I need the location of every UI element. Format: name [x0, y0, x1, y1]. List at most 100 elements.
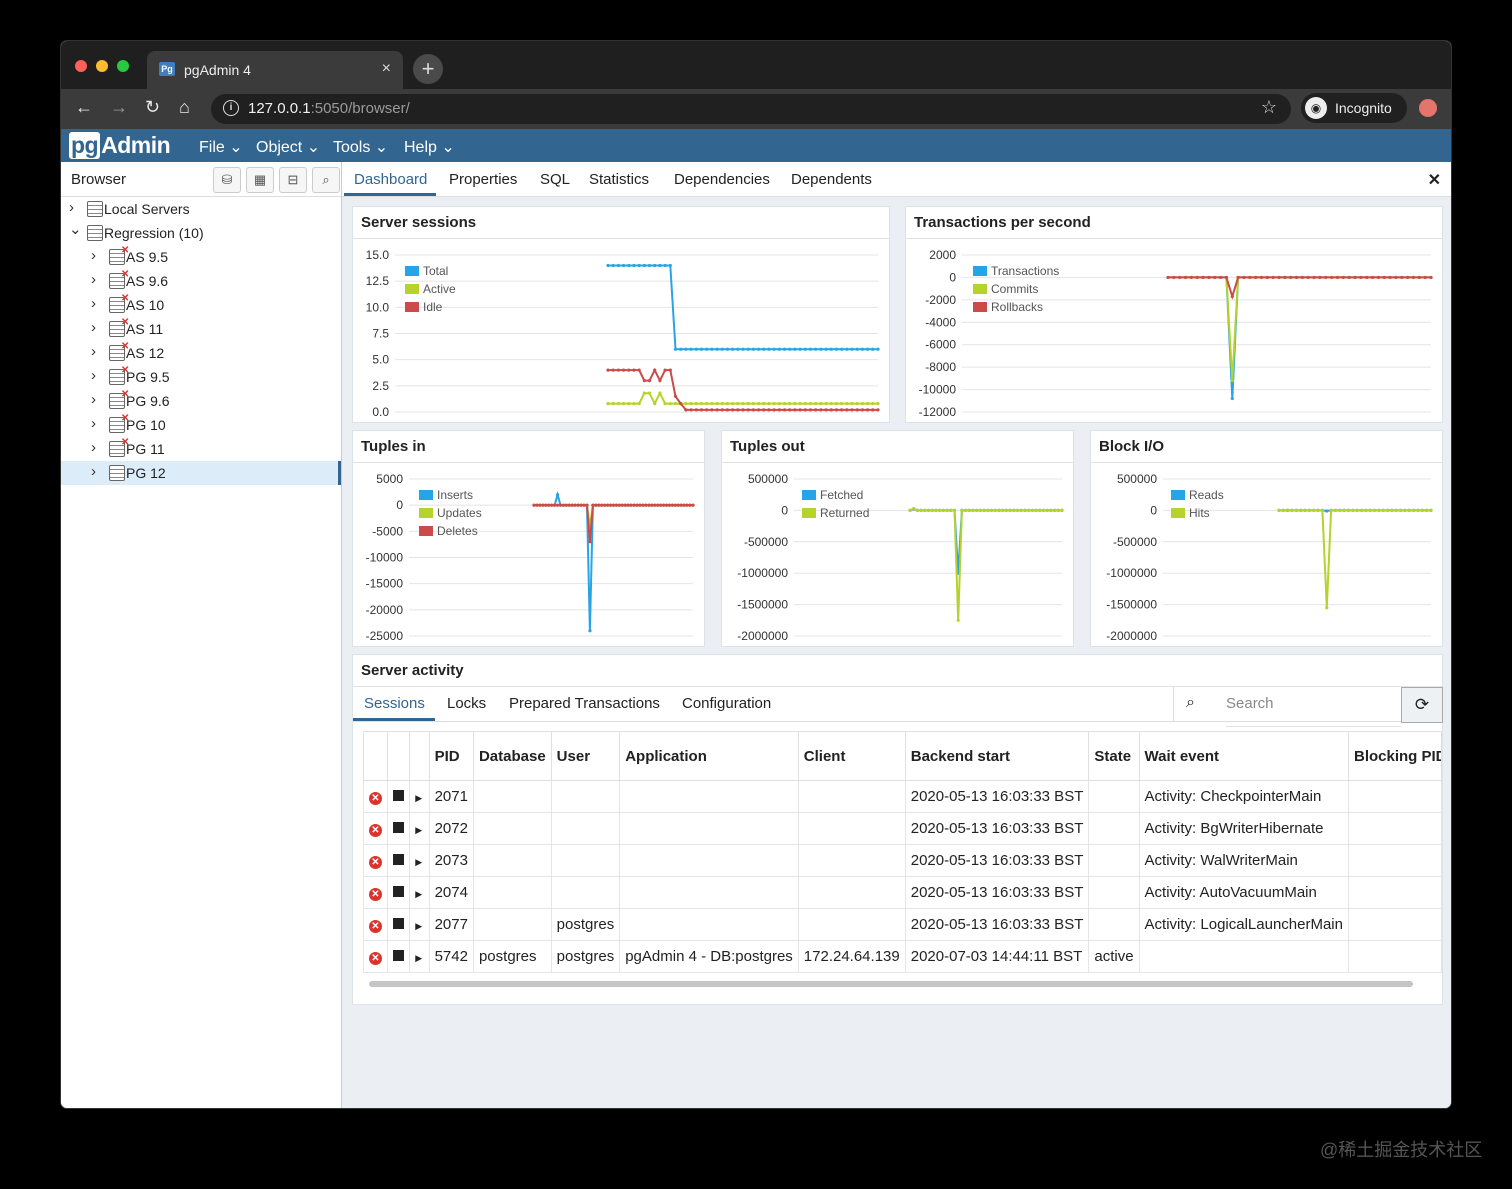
- expand-row-icon[interactable]: ▶: [415, 921, 423, 931]
- filtered-rows-icon[interactable]: ⊟: [279, 167, 307, 193]
- terminate-session-icon[interactable]: ✕: [369, 824, 382, 837]
- column-header[interactable]: Database: [472, 731, 552, 781]
- reload-icon[interactable]: ↻: [145, 97, 161, 117]
- bookmark-star-icon[interactable]: ☆: [1260, 97, 1277, 117]
- tab-dashboard[interactable]: Dashboard: [354, 171, 428, 188]
- cancel-query-icon[interactable]: [393, 918, 404, 929]
- chevron-right-icon[interactable]: ›: [91, 295, 96, 312]
- terminate-session-icon[interactable]: ✕: [369, 792, 382, 805]
- expand-row-icon[interactable]: ▶: [415, 793, 423, 803]
- extension-icon[interactable]: [1419, 99, 1437, 117]
- view-data-icon[interactable]: ▦: [246, 167, 274, 193]
- cancel-query-icon[interactable]: [393, 822, 404, 833]
- cancel-query-icon[interactable]: [393, 790, 404, 801]
- tab-dependencies[interactable]: Dependencies: [674, 171, 770, 188]
- table-row[interactable]: ✕ ▶ 2077 postgres 2020-05-13 16:03:33 BST Act…: [363, 908, 1443, 941]
- menu-tools[interactable]: Tools ⌄: [333, 139, 389, 156]
- search-input[interactable]: Search: [1226, 695, 1401, 727]
- tab-sessions[interactable]: Sessions: [364, 695, 425, 712]
- expand-row-icon[interactable]: ▶: [415, 889, 423, 899]
- maximize-window-icon[interactable]: [117, 60, 129, 72]
- new-tab-button[interactable]: +: [413, 54, 443, 84]
- terminate-session-icon[interactable]: ✕: [369, 888, 382, 901]
- tab-prepared-transactions[interactable]: Prepared Transactions: [509, 695, 660, 712]
- table-cell: [472, 812, 552, 845]
- tab-statistics[interactable]: Statistics: [589, 171, 650, 188]
- series-line: [534, 504, 693, 527]
- table-row[interactable]: ✕ ▶ 2074 2020-05-13 16:03:33 BST Activity: A…: [363, 876, 1443, 909]
- chevron-right-icon[interactable]: ›: [91, 319, 96, 336]
- column-header[interactable]: Application: [619, 731, 799, 781]
- cancel-query-icon[interactable]: [393, 950, 404, 961]
- home-icon[interactable]: ⌂: [179, 97, 190, 117]
- column-header[interactable]: User: [550, 731, 621, 781]
- column-header[interactable]: Blocking PIDs: [1347, 731, 1443, 781]
- chevron-right-icon[interactable]: ›: [91, 271, 96, 288]
- tree-item[interactable]: › Local Servers: [61, 197, 341, 221]
- tree-item[interactable]: › ✕ PG 11: [61, 437, 341, 461]
- refresh-button[interactable]: ⟳: [1401, 687, 1443, 723]
- tab-properties[interactable]: Properties: [449, 171, 518, 188]
- tree-item[interactable]: ⌄ Regression (10): [61, 221, 341, 245]
- chevron-right-icon[interactable]: ›: [91, 247, 96, 264]
- chevron-right-icon[interactable]: ›: [91, 343, 96, 360]
- menu-file[interactable]: File ⌄: [199, 139, 243, 156]
- chevron-right-icon[interactable]: ›: [91, 367, 96, 384]
- tab-configuration[interactable]: Configuration: [682, 695, 772, 712]
- tree-item[interactable]: › ✕ AS 10: [61, 293, 341, 317]
- expand-row-icon[interactable]: ▶: [415, 857, 423, 867]
- chevron-right-icon[interactable]: ›: [91, 463, 96, 480]
- table-row[interactable]: ✕ ▶ 2071 2020-05-13 16:03:33 BST Activity: C…: [363, 780, 1443, 813]
- chevron-down-icon[interactable]: ⌄: [69, 221, 82, 238]
- cancel-query-icon[interactable]: [393, 854, 404, 865]
- close-tab-icon[interactable]: ×: [381, 60, 391, 77]
- tree-item[interactable]: › ✕ AS 12: [61, 341, 341, 365]
- column-header[interactable]: PID: [428, 731, 474, 781]
- horizontal-scrollbar[interactable]: [369, 981, 1413, 987]
- site-info-icon[interactable]: i: [223, 100, 239, 116]
- tree-item[interactable]: › ✕ AS 9.5: [61, 245, 341, 269]
- minimize-window-icon[interactable]: [96, 60, 108, 72]
- tab-locks[interactable]: Locks: [447, 695, 487, 712]
- cancel-query-icon[interactable]: [393, 886, 404, 897]
- tree-item[interactable]: › PG 12: [61, 461, 341, 485]
- terminate-session-icon[interactable]: ✕: [369, 856, 382, 869]
- close-panel-icon[interactable]: ✕: [1427, 172, 1441, 189]
- expand-row-icon[interactable]: ▶: [415, 825, 423, 835]
- url-bar[interactable]: i 127.0.0.1:5050/browser/ ☆: [211, 94, 1291, 124]
- data-point: [658, 391, 662, 395]
- chevron-right-icon[interactable]: ›: [91, 415, 96, 432]
- tree-item[interactable]: › ✕ AS 9.6: [61, 269, 341, 293]
- chevron-right-icon[interactable]: ›: [69, 199, 74, 216]
- table-row[interactable]: ✕ ▶ 2073 2020-05-13 16:03:33 BST Activity: W…: [363, 844, 1443, 877]
- column-header[interactable]: Wait event: [1138, 731, 1349, 781]
- column-header[interactable]: Backend start: [904, 731, 1090, 781]
- tab-sql[interactable]: SQL: [540, 171, 571, 188]
- column-header[interactable]: Client: [797, 731, 906, 781]
- incognito-badge[interactable]: ◉ Incognito: [1301, 93, 1407, 123]
- forward-icon[interactable]: →: [110, 97, 128, 117]
- chevron-right-icon[interactable]: ›: [91, 439, 96, 456]
- object-explorer-icon[interactable]: ⛁: [213, 167, 241, 193]
- tree-item[interactable]: › ✕ PG 9.5: [61, 365, 341, 389]
- terminate-session-icon[interactable]: ✕: [369, 920, 382, 933]
- tree-item[interactable]: › ✕ PG 10: [61, 413, 341, 437]
- tree-item[interactable]: › ✕ PG 9.6: [61, 389, 341, 413]
- menu-help[interactable]: Help ⌄: [404, 139, 455, 156]
- table-row[interactable]: ✕ ▶ 2072 2020-05-13 16:03:33 BST Activity: B…: [363, 812, 1443, 845]
- browser-tab[interactable]: Pg pgAdmin 4 ×: [147, 51, 403, 89]
- activity-search[interactable]: ⌕ Search: [1173, 687, 1401, 727]
- table-row[interactable]: ✕ ▶ 5742 postgres postgres pgAdmin 4 - DB:pos…: [363, 940, 1443, 973]
- back-icon[interactable]: ←: [75, 97, 93, 117]
- tree-item[interactable]: › ✕ AS 11: [61, 317, 341, 341]
- close-window-icon[interactable]: [75, 60, 87, 72]
- data-point: [762, 347, 766, 351]
- column-header[interactable]: State: [1088, 731, 1140, 781]
- tab-dependents[interactable]: Dependents: [791, 171, 872, 188]
- terminate-session-icon[interactable]: ✕: [369, 952, 382, 965]
- expand-row-icon[interactable]: ▶: [415, 953, 423, 963]
- data-point: [555, 503, 560, 507]
- search-objects-icon[interactable]: ⌕: [312, 167, 340, 193]
- chevron-right-icon[interactable]: ›: [91, 391, 96, 408]
- menu-object[interactable]: Object ⌄: [256, 139, 321, 156]
